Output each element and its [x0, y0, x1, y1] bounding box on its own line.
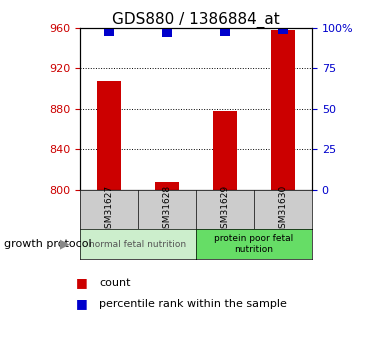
Title: GDS880 / 1386884_at: GDS880 / 1386884_at: [112, 11, 280, 28]
Text: percentile rank within the sample: percentile rank within the sample: [99, 299, 287, 308]
Text: ■: ■: [76, 297, 88, 310]
Text: count: count: [99, 278, 131, 288]
Text: protein poor fetal
nutrition: protein poor fetal nutrition: [215, 234, 294, 254]
Text: ■: ■: [76, 276, 88, 289]
Text: growth protocol: growth protocol: [4, 239, 92, 249]
Text: GSM31628: GSM31628: [163, 185, 172, 234]
Bar: [155, 181, 179, 190]
Text: GSM31629: GSM31629: [220, 185, 229, 234]
Text: GSM31630: GSM31630: [278, 185, 287, 234]
Text: GSM31627: GSM31627: [105, 185, 113, 234]
Bar: [213, 111, 237, 190]
Bar: [271, 30, 294, 190]
Bar: [98, 81, 121, 190]
Text: ▶: ▶: [60, 238, 69, 250]
Text: normal fetal nutrition: normal fetal nutrition: [89, 239, 186, 249]
